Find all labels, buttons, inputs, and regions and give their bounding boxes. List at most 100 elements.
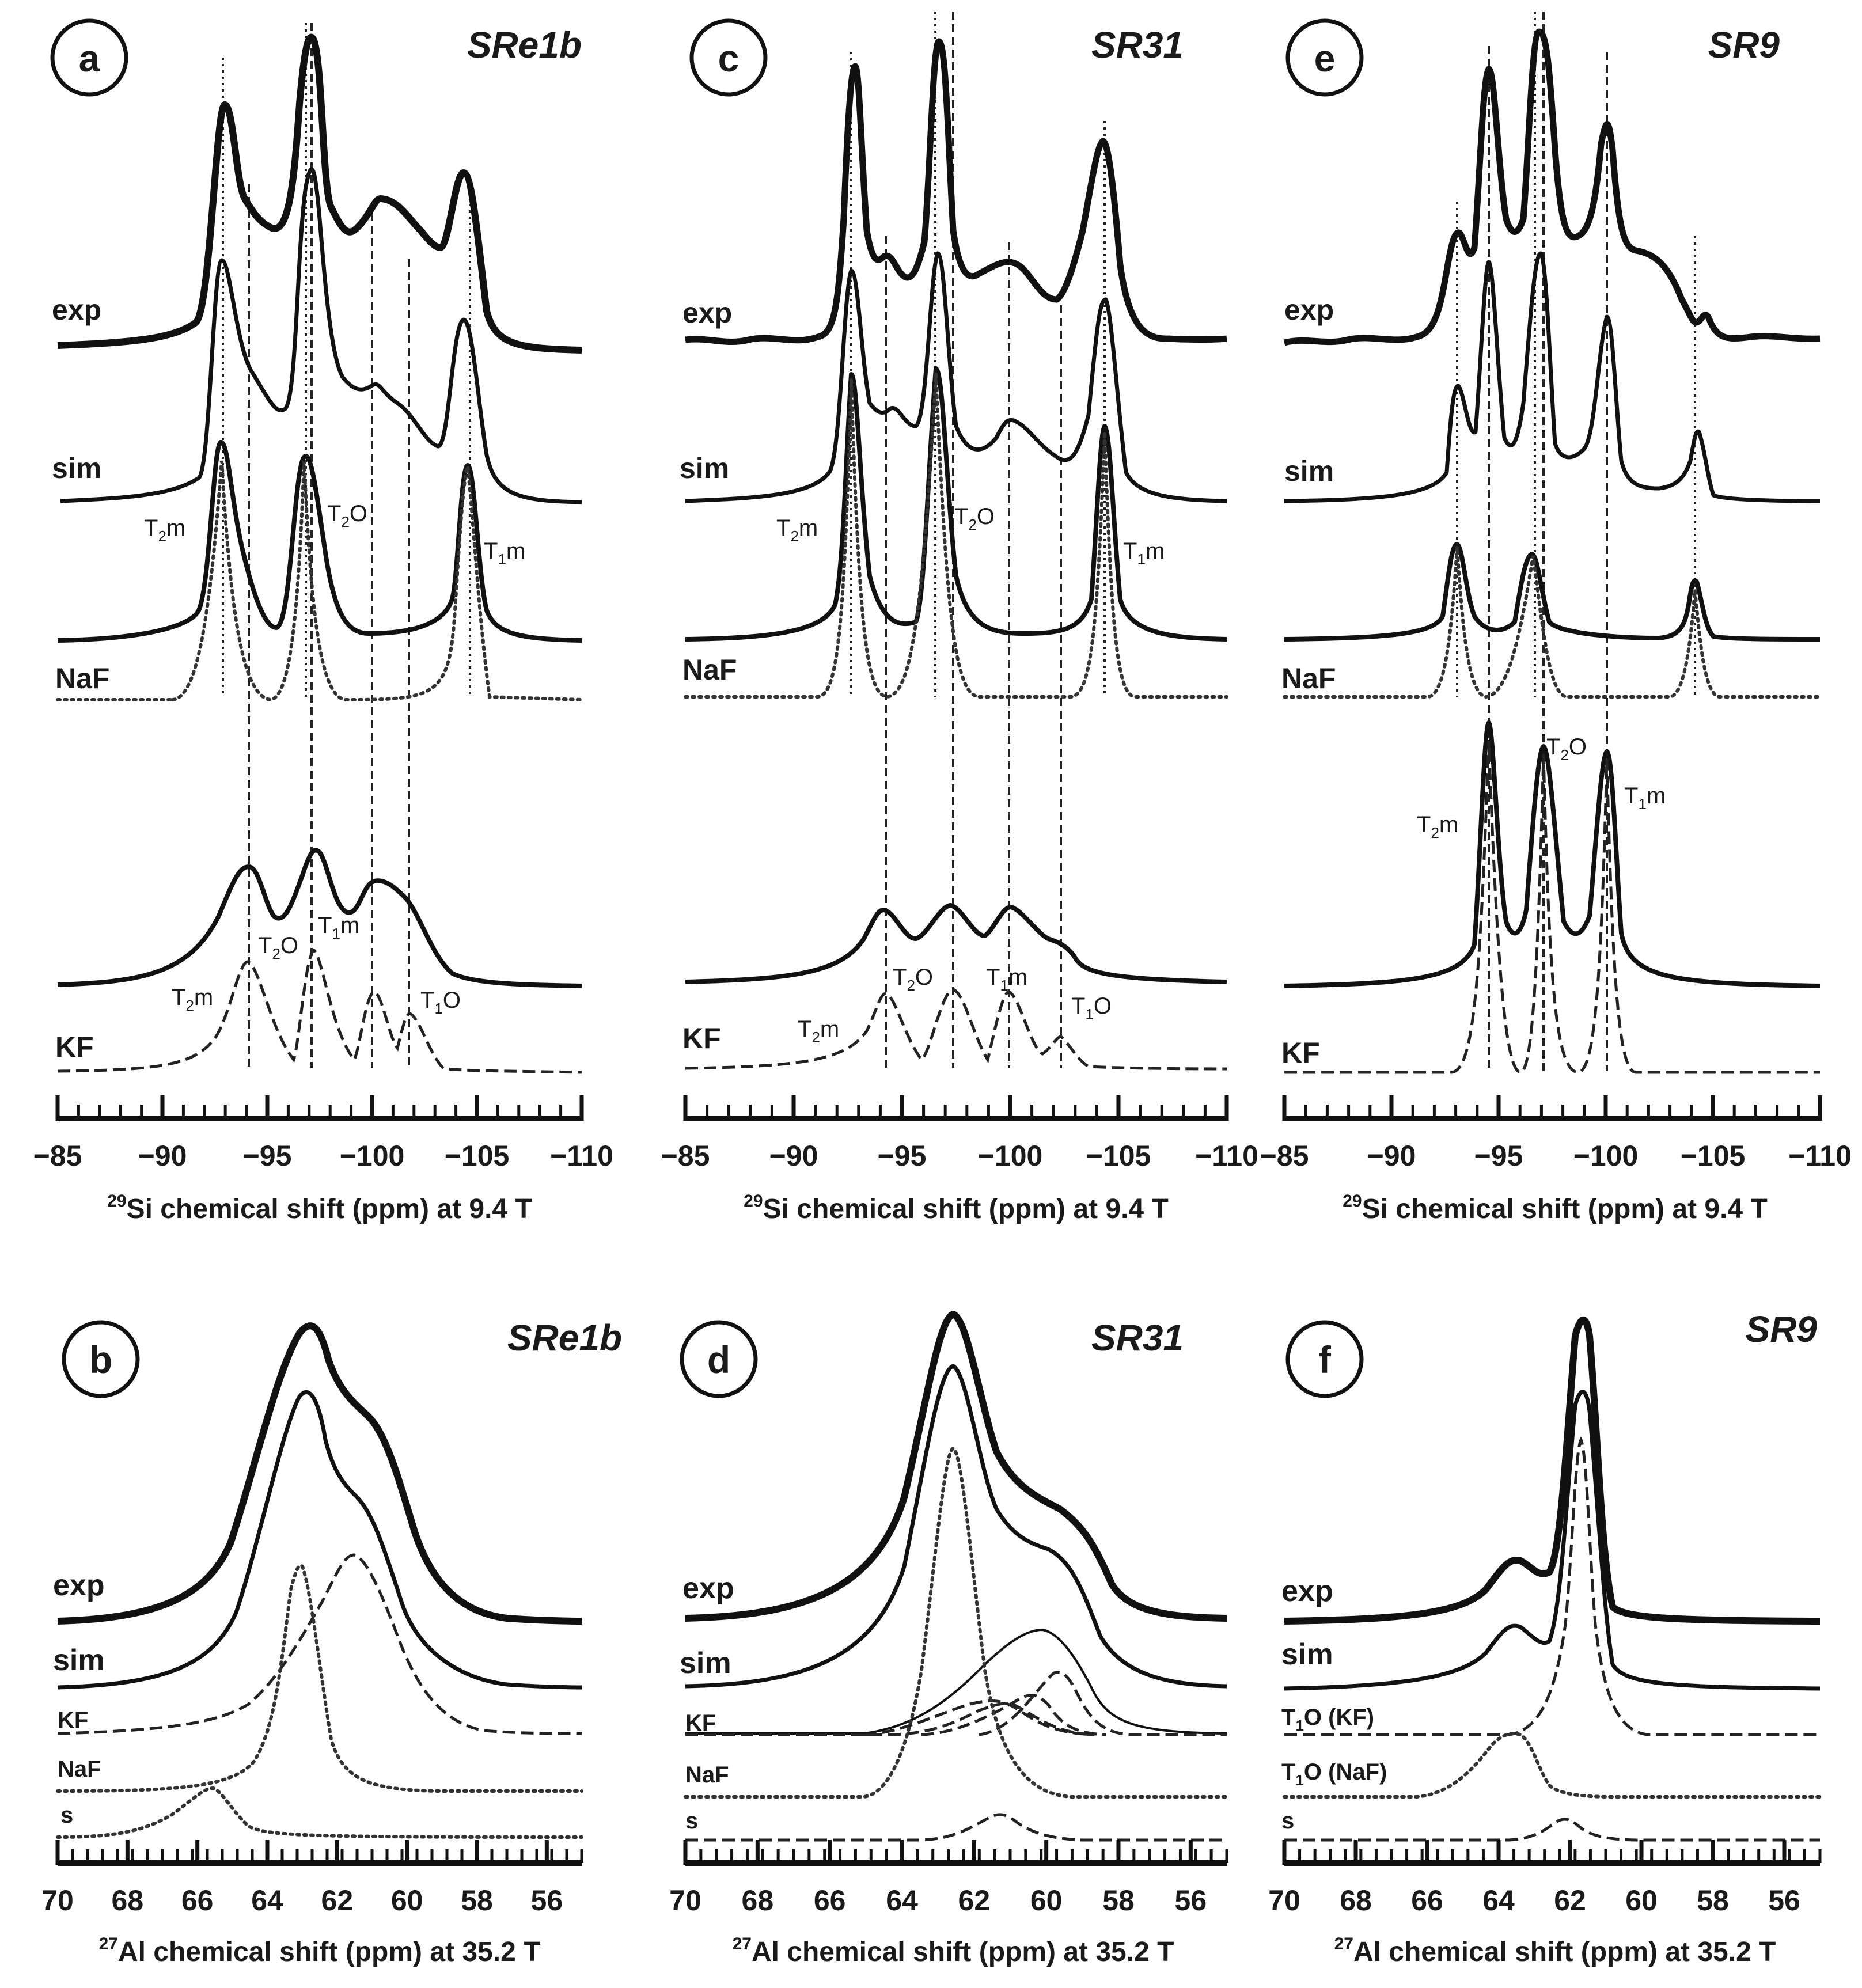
label-kf: KF [55, 1031, 94, 1063]
label-kf: KF [1281, 1037, 1320, 1069]
tick-label: 62 [1554, 1884, 1586, 1917]
tick-label: −90 [769, 1140, 818, 1172]
kf-subcomponents [685, 1671, 1227, 1736]
naf-component [684, 1446, 1228, 1799]
panel-title: SRe1b [507, 1317, 622, 1359]
label-exp: exp [52, 294, 101, 326]
tick-label: 70 [41, 1884, 74, 1917]
label-exp: exp [682, 297, 732, 329]
spectrum-kf [57, 848, 582, 988]
spectrum-sim [1284, 1390, 1821, 1691]
label-sim: sim [1284, 455, 1334, 487]
peak-label: T1O [420, 988, 461, 1017]
kf-component [685, 988, 1227, 1071]
axis-label: 29Si chemical shift (ppm) at 9.4 T [1343, 1192, 1768, 1224]
tick-label: −90 [138, 1140, 187, 1172]
panel-title: SR9 [1708, 24, 1780, 66]
naf-component [684, 374, 1228, 699]
tick-label: −95 [243, 1140, 292, 1172]
panel-b: b SRe1b exp sim KF NaF s 70 68 66 64 62 60 58 5… [41, 1317, 622, 1967]
peak-label: T2O [258, 933, 298, 962]
naf-component [56, 460, 583, 702]
tick-label: 68 [1340, 1884, 1372, 1917]
tick-label: −85 [33, 1140, 82, 1172]
label-naf: NaF [685, 1762, 729, 1788]
label-naf: T1O (NaF) [1281, 1759, 1387, 1789]
panel-label-circle [62, 1320, 140, 1398]
panel-letter: b [89, 1338, 112, 1381]
tick-label: 60 [1030, 1884, 1063, 1917]
tick-label: 62 [321, 1884, 354, 1917]
spectrum-naf [1284, 542, 1821, 642]
peak-label: T1m [318, 913, 359, 942]
tick-label: −85 [1260, 1140, 1309, 1172]
panel-title: SR9 [1746, 1308, 1818, 1350]
label-kf: KF [685, 1710, 716, 1736]
s-component [685, 1813, 1227, 1842]
tick-label: −85 [661, 1140, 710, 1172]
tick-label: 66 [181, 1884, 214, 1917]
axis-label: 29Si chemical shift (ppm) at 9.4 T [107, 1192, 532, 1224]
spectrum-sim [57, 1390, 582, 1690]
spectrum-exp [1283, 28, 1821, 346]
peak-label: T2O [954, 504, 995, 533]
tick-label: 56 [531, 1884, 563, 1917]
spectrum-sim [685, 251, 1227, 503]
kf-component [1284, 1436, 1820, 1736]
tick-label: −110 [550, 1140, 613, 1172]
label-sim: sim [680, 452, 729, 484]
tick-label: −90 [1367, 1140, 1416, 1172]
panel-letter: e [1314, 37, 1336, 79]
kf-component [57, 948, 582, 1074]
tick-label: −100 [1573, 1140, 1639, 1172]
peak-label: T1m [1123, 538, 1165, 568]
spectrum-naf [685, 366, 1227, 642]
axis-label: 29Si chemical shift (ppm) at 9.4 T [744, 1192, 1169, 1224]
x-axis: 70 68 66 64 62 60 58 56 [669, 1840, 1228, 1917]
spectrum-sim [1284, 251, 1821, 503]
label-exp: exp [682, 1572, 734, 1605]
tick-label: −95 [1474, 1140, 1523, 1172]
tick-label: −100 [340, 1140, 405, 1172]
panel-label-circle [680, 1320, 758, 1398]
label-kf: T1O (KF) [1281, 1705, 1374, 1734]
panel-label-circle [50, 18, 128, 97]
panel-title: SR31 [1091, 1317, 1184, 1359]
tick-label: −95 [878, 1140, 927, 1172]
x-axis: −85 −90 −95 −100 −105 −110 [661, 1095, 1258, 1172]
tick-label: 64 [251, 1884, 283, 1917]
panel-c: c SR31 exp sim NaF KF T2m T2O T1m T2m T2… [661, 12, 1258, 1224]
peak-label: T2m [172, 985, 213, 1014]
spectrum-sim [60, 167, 582, 504]
peak-label: T1m [986, 965, 1027, 994]
panel-label-circle [1285, 18, 1364, 97]
label-sim: sim [53, 1644, 105, 1677]
tick-label: −105 [445, 1140, 510, 1172]
tick-label: 62 [958, 1884, 991, 1917]
panel-letter: a [79, 37, 101, 79]
label-sim: sim [52, 452, 101, 484]
panel-title: SR31 [1091, 24, 1184, 66]
panel-label-circle [689, 18, 768, 97]
kf-main [685, 1628, 1227, 1735]
tick-label: −100 [978, 1140, 1043, 1172]
s-component [1284, 1818, 1820, 1842]
panel-a: a SRe1b exp sim NaF KF T2m T2O T1m T2m T… [33, 18, 613, 1224]
naf-component [1283, 547, 1822, 699]
panel-letter: f [1318, 1338, 1332, 1381]
s-component [56, 1786, 583, 1839]
tick-label: 66 [814, 1884, 846, 1917]
x-axis: 70 68 66 64 62 60 58 56 [1268, 1840, 1822, 1917]
peak-label: T2m [144, 515, 185, 545]
spectrum-exp [685, 38, 1227, 346]
tick-label: 68 [112, 1884, 144, 1917]
peak-label: T1m [484, 538, 525, 568]
panel-label-circle [1285, 1320, 1364, 1398]
naf-component [1283, 1732, 1822, 1799]
label-exp: exp [1281, 1575, 1333, 1608]
axis-label: 27Al chemical shift (ppm) at 35.2 T [1334, 1934, 1776, 1967]
tick-label: −105 [1086, 1140, 1151, 1172]
tick-label: 70 [1268, 1884, 1300, 1917]
spectrum-naf [57, 440, 582, 643]
tick-label: 58 [1102, 1884, 1135, 1917]
